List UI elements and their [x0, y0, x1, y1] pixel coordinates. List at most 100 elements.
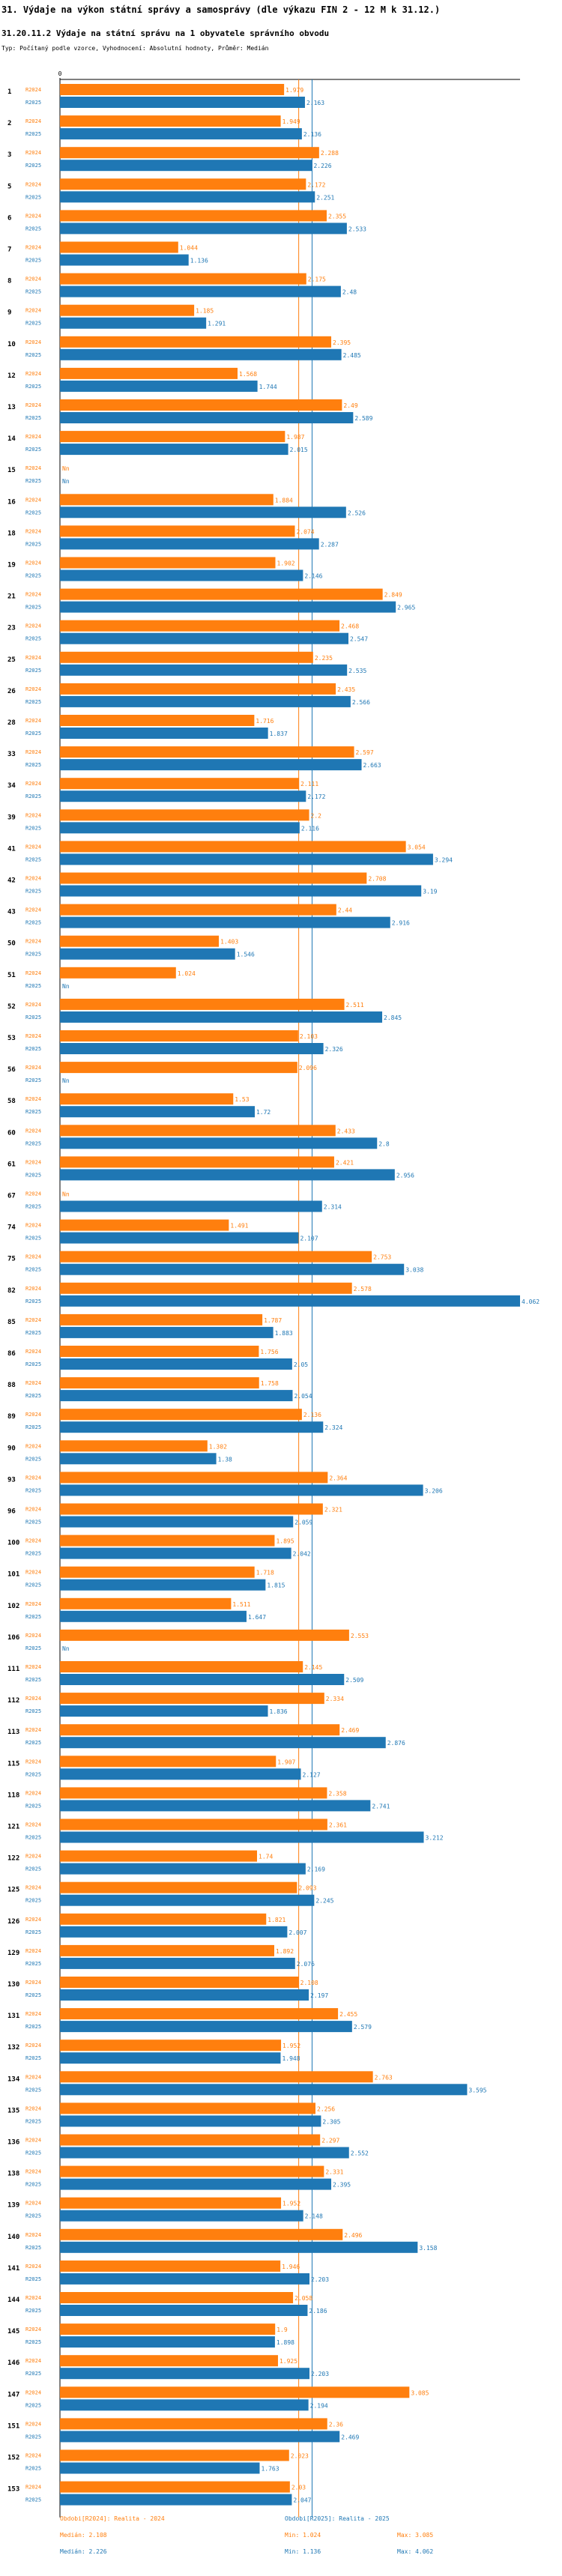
category-label: 18 [7, 530, 16, 537]
bar-r2024 [60, 2040, 282, 2052]
category-label: 6 [7, 214, 11, 222]
series-label-r2025: R2025 [25, 952, 41, 958]
data-label-r2024: 2.145 [304, 1664, 322, 1671]
data-label-r2024: 2.096 [299, 1065, 317, 1071]
bar-r2024 [60, 1282, 352, 1294]
data-label-r2024: 2.058 [294, 2295, 312, 2302]
series-label-r2025: R2025 [25, 541, 41, 547]
series-label-r2024: R2024 [25, 181, 41, 187]
bar-r2024 [60, 1881, 297, 1893]
category-label: 122 [7, 1855, 19, 1863]
bar-r2025 [60, 759, 362, 771]
data-label-r2025: 2.172 [307, 793, 325, 800]
series-label-r2025: R2025 [25, 1140, 41, 1146]
data-label-r2025: 2.552 [351, 2150, 369, 2157]
legend-r2024-max: Max: 3.085 [397, 2532, 433, 2539]
data-label-r2024: 1.024 [178, 970, 196, 977]
legend-r2025-min: Min: 1.136 [285, 2548, 321, 2555]
series-label-r2024: R2024 [25, 907, 41, 913]
series-label-r2025: R2025 [25, 321, 41, 327]
bar-r2024 [60, 210, 327, 222]
data-label-r2025: 2.042 [293, 1551, 311, 1558]
data-label-r2024: 2.753 [373, 1254, 391, 1261]
bar-r2024 [60, 1440, 208, 1452]
series-label-r2024: R2024 [25, 150, 41, 156]
data-label-r2024: 2.093 [298, 1885, 316, 1892]
series-label-r2024: R2024 [25, 623, 41, 629]
series-label-r2025: R2025 [25, 1487, 41, 1493]
series-label-r2025: R2025 [25, 1898, 41, 1904]
series-label-r2024: R2024 [25, 2358, 41, 2364]
data-label-r2025: 2.8 [378, 1140, 390, 1147]
category-label: 138 [7, 2171, 19, 2178]
series-label-r2024: R2024 [25, 1696, 41, 1702]
category-label: 74 [7, 1224, 16, 1232]
category-label: 13 [7, 404, 16, 411]
series-label-r2025: R2025 [25, 289, 41, 295]
bar-r2025 [60, 1263, 405, 1275]
category-label: 113 [7, 1729, 19, 1736]
category-label: 67 [7, 1193, 16, 1200]
series-label-r2025: R2025 [25, 478, 41, 484]
data-label-r2025: 1.744 [259, 384, 277, 390]
bar-r2025 [60, 948, 235, 960]
data-label-r2025: 1.883 [275, 1330, 293, 1337]
bar-r2024 [60, 1030, 298, 1041]
bar-r2025 [60, 2399, 309, 2411]
data-label-r2025: 2.163 [306, 100, 324, 106]
series-label-r2024: R2024 [25, 1033, 41, 1039]
data-label-r2025: 2.146 [304, 573, 322, 580]
series-label-r2024: R2024 [25, 2326, 41, 2332]
data-label-r2024: 2.364 [329, 1475, 347, 1481]
data-label-r2025: 2.533 [348, 226, 366, 232]
series-label-r2024: R2024 [25, 2105, 41, 2111]
series-label-r2024: R2024 [25, 1980, 41, 1986]
series-label-r2024: R2024 [25, 781, 41, 787]
bar-r2025 [60, 1768, 301, 1780]
bar-r2025 [60, 1737, 386, 1749]
data-label-r2025: 2.287 [321, 541, 339, 548]
bar-r2025 [60, 1957, 295, 1969]
data-label-r2025: 3.212 [426, 1835, 444, 1842]
bar-r2025 [60, 1390, 293, 1402]
data-label-r2024: 1.949 [282, 118, 300, 125]
data-label-r2024: 1.716 [256, 718, 274, 725]
bar-r2025 [60, 569, 303, 581]
bar-r2024 [60, 1251, 372, 1263]
data-label-r2024: 2.433 [337, 1128, 355, 1134]
series-label-r2024: R2024 [25, 1570, 41, 1576]
data-label-r2025: 4.062 [522, 1298, 540, 1305]
category-label: 140 [7, 2234, 19, 2241]
bar-r2025 [60, 191, 315, 203]
bar-r2024 [60, 683, 336, 695]
series-label-r2024: R2024 [25, 465, 41, 471]
series-label-r2025: R2025 [25, 1929, 41, 1935]
category-label: 26 [7, 688, 16, 695]
data-label-r2024: 3.054 [408, 844, 426, 850]
data-label-r2024: 2.455 [339, 2011, 357, 2018]
category-label: 112 [7, 1697, 19, 1705]
data-label-r2025: 1.837 [270, 731, 288, 737]
bar-r2025 [60, 538, 319, 550]
series-label-r2025: R2025 [25, 1361, 41, 1367]
category-label: 2 [7, 120, 11, 127]
series-label-r2024: R2024 [25, 2295, 41, 2301]
data-label-r2025: 2.469 [341, 2434, 359, 2440]
category-label: 41 [7, 845, 16, 853]
series-label-r2024: R2024 [25, 876, 41, 882]
data-label-r2024: 2.496 [344, 2232, 362, 2239]
series-label-r2024: R2024 [25, 1948, 41, 1954]
data-label-r2024: 1.907 [277, 1759, 295, 1765]
series-label-r2025: R2025 [25, 194, 41, 200]
category-label: 135 [7, 2107, 19, 2114]
bar-r2024 [60, 2292, 294, 2303]
series-label-r2024: R2024 [25, 1759, 41, 1765]
data-label-r2025: 2.876 [387, 1740, 405, 1747]
data-label-r2024: 2.111 [300, 781, 318, 787]
category-label: 61 [7, 1161, 16, 1168]
series-label-r2024: R2024 [25, 2074, 41, 2080]
series-label-r2025: R2025 [25, 1077, 41, 1083]
series-label-r2024: R2024 [25, 1917, 41, 1923]
bar-r2025 [60, 1894, 315, 1906]
bar-r2025 [60, 348, 342, 360]
